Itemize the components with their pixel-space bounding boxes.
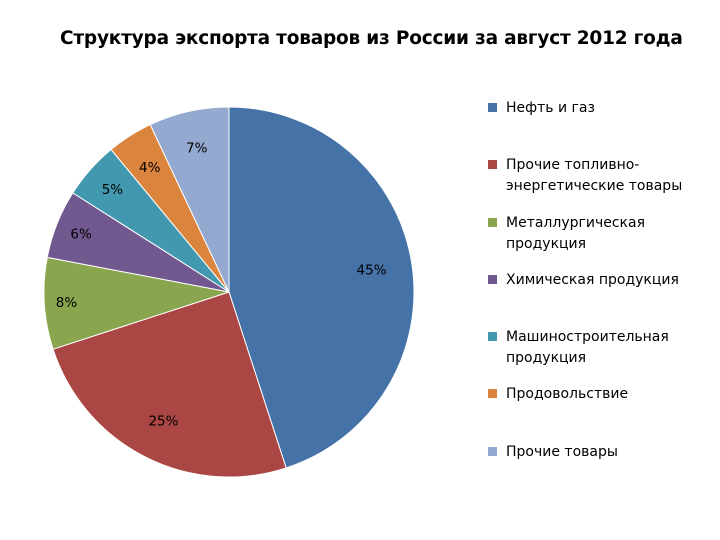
data-label: 8% bbox=[56, 295, 78, 311]
data-label: 4% bbox=[139, 160, 161, 176]
legend-label: Химическая продукция bbox=[506, 272, 679, 288]
legend-label: Машиностроительная продукция bbox=[506, 329, 669, 366]
legend-swatch bbox=[488, 447, 497, 456]
legend-label: Продовольствие bbox=[506, 386, 629, 402]
data-label: 6% bbox=[70, 226, 92, 242]
legend-swatch bbox=[488, 218, 497, 227]
slice-oil-gas bbox=[228, 106, 415, 469]
legend-item-other-goods: Прочие товары bbox=[488, 442, 711, 463]
legend-item-machinery: Машиностроительная продукция bbox=[488, 327, 711, 369]
legend-swatch bbox=[488, 160, 497, 169]
legend-label: Прочие товары bbox=[506, 444, 618, 460]
data-label: 25% bbox=[148, 414, 178, 430]
slice-metallurgy bbox=[43, 256, 230, 350]
legend-label: Металлургическая продукция bbox=[506, 215, 645, 252]
legend-swatch bbox=[488, 103, 497, 112]
legend-item-other-fuel: Прочие топливно-энергетические товары bbox=[488, 155, 711, 197]
data-label: 5% bbox=[102, 182, 124, 198]
legend-swatch bbox=[488, 275, 497, 284]
legend-swatch bbox=[488, 389, 497, 398]
data-label: 45% bbox=[357, 262, 387, 278]
legend-label: Нефть и газ bbox=[506, 100, 595, 116]
legend-item-food: Продовольствие bbox=[488, 384, 711, 405]
legend-item-metallurgy: Металлургическая продукция bbox=[488, 213, 711, 255]
legend-swatch bbox=[488, 332, 497, 341]
legend-item-chemical: Химическая продукция bbox=[488, 270, 711, 291]
chart-title: Структура экспорта товаров из России за … bbox=[60, 28, 683, 49]
slice-other-goods bbox=[149, 106, 230, 293]
legend-label: Прочие топливно-энергетические товары bbox=[506, 157, 683, 194]
legend-item-oil-gas: Нефть и газ bbox=[488, 98, 711, 119]
data-label: 7% bbox=[186, 141, 208, 157]
slice-other-fuel bbox=[52, 291, 287, 478]
